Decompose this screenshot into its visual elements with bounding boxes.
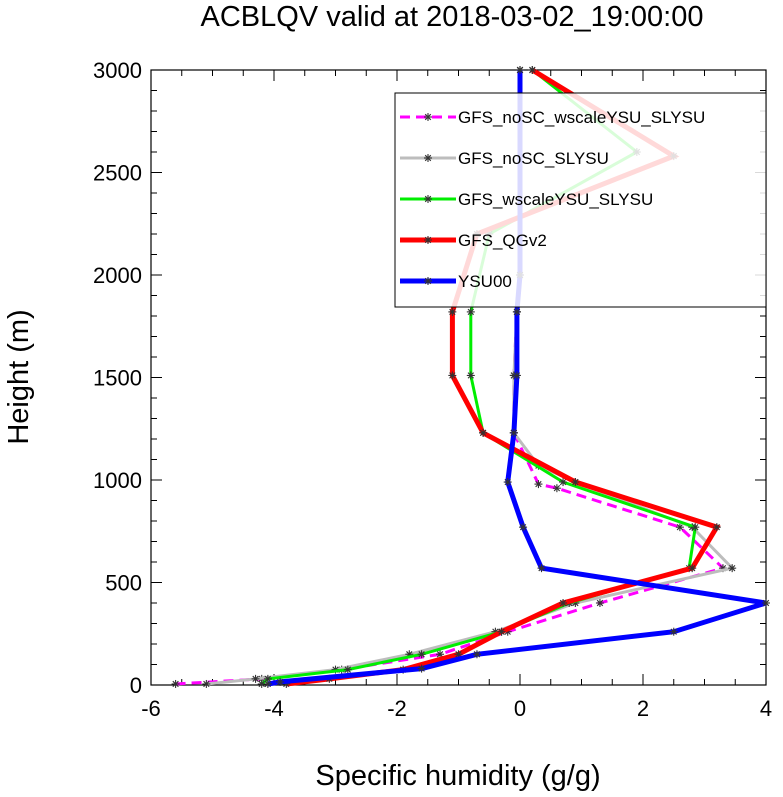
data-point (512, 307, 521, 316)
legend-label: GFS_QGv2 (458, 231, 547, 250)
y-axis-title: Height (m) (3, 309, 35, 444)
data-point (257, 679, 266, 688)
legend-marker (424, 154, 432, 162)
data-point (552, 484, 561, 493)
data-point (528, 66, 537, 74)
data-point (448, 371, 457, 380)
data-point (559, 478, 568, 487)
data-point (466, 371, 475, 380)
data-point (762, 599, 770, 607)
data-point (516, 66, 524, 74)
y-tick-label: 3000 (93, 58, 142, 83)
data-point (417, 664, 426, 673)
data-point (202, 679, 211, 688)
legend-box (394, 92, 767, 308)
x-tick-label: -4 (264, 696, 284, 721)
data-point (472, 650, 481, 659)
data-point (688, 564, 697, 573)
data-point (466, 307, 475, 316)
x-axis-title: Specific humidity (g/g) (315, 760, 600, 792)
data-point (503, 478, 512, 487)
chart-title: ACBLQV valid at 2018-03-02_19:00:00 (200, 1, 703, 33)
data-point (479, 428, 488, 437)
y-tick-label: 0 (130, 673, 142, 698)
x-axis-ticks: -6 -4 -2 0 2 4 (141, 70, 772, 721)
y-tick-label: 500 (105, 571, 142, 596)
data-point (691, 523, 700, 532)
data-point (251, 674, 260, 683)
legend-label: YSU00 (458, 272, 512, 291)
legend-marker (424, 195, 432, 203)
legend-marker (424, 277, 432, 285)
x-tick-label: 0 (514, 696, 526, 721)
data-point (448, 307, 457, 316)
legend-label: GFS_noSC_SLYSU (458, 149, 609, 168)
y-tick-label: 1500 (93, 366, 142, 391)
x-tick-label: 4 (760, 696, 772, 721)
data-point (669, 627, 678, 636)
data-point (571, 478, 580, 487)
data-point (497, 627, 506, 636)
data-point (595, 599, 604, 607)
x-tick-label: -2 (387, 696, 407, 721)
legend-label: GFS_wscaleYSU_SLYSU (458, 190, 653, 209)
x-tick-label: 2 (637, 696, 649, 721)
data-point (712, 523, 721, 532)
legend-marker (424, 236, 432, 244)
data-point (675, 523, 684, 532)
data-point (417, 650, 426, 659)
data-point (171, 679, 180, 688)
y-axis-ticks: 0 500 1000 1500 2000 2500 3000 (93, 58, 766, 698)
series-line (267, 70, 767, 687)
data-point (559, 599, 568, 607)
data-point (512, 371, 521, 380)
legend: GFS_noSC_wscaleYSU_SLYSU GFS_noSC_SLYSU GF… (394, 92, 767, 308)
data-point (537, 564, 546, 573)
legend-label: GFS_noSC_wscaleYSU_SLYSU (458, 108, 705, 127)
data-point (519, 523, 528, 532)
data-point (509, 428, 518, 437)
x-tick-label: -6 (141, 696, 161, 721)
y-tick-label: 2000 (93, 263, 142, 288)
data-point (343, 665, 352, 674)
data-point (263, 679, 272, 688)
data-point (534, 480, 543, 489)
data-point (728, 564, 737, 573)
y-tick-label: 2500 (93, 161, 142, 186)
data-point (276, 677, 285, 686)
legend-marker (424, 113, 432, 121)
series-4 (263, 66, 770, 688)
y-tick-label: 1000 (93, 468, 142, 493)
